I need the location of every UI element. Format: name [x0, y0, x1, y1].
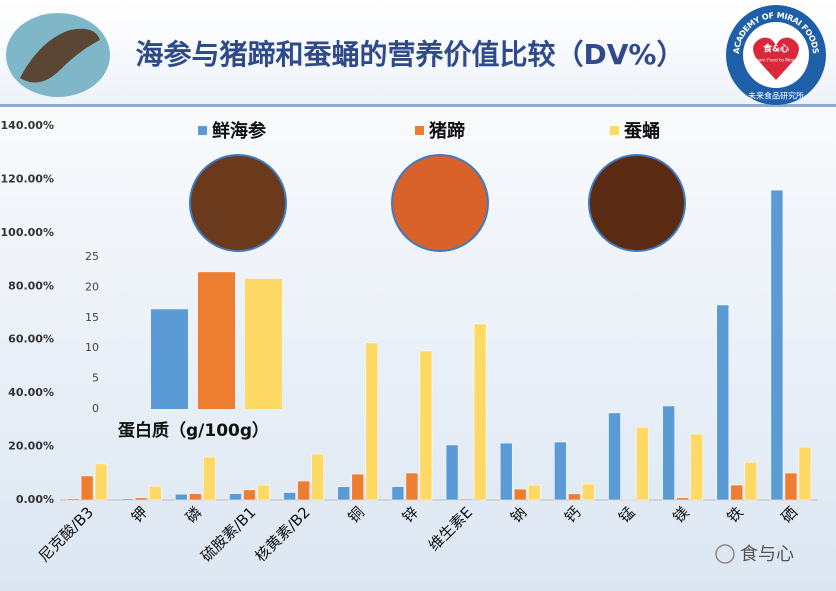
bar [120, 498, 134, 501]
y-tick-label: 120.00% [1, 172, 54, 185]
bar [798, 446, 812, 501]
bar [459, 498, 473, 501]
bar [730, 484, 744, 501]
inset-bar [151, 309, 188, 409]
inset-bar [198, 272, 235, 409]
bar [405, 472, 419, 501]
inset-y-tick-label: 10 [85, 341, 99, 354]
logo-bottom: 未来食品研究所 [748, 91, 804, 101]
legend-swatch [610, 126, 619, 135]
y-tick-label: 140.00% [1, 119, 54, 132]
inset-y-tick-label: 25 [85, 250, 99, 263]
bar [297, 480, 310, 501]
bar [94, 463, 108, 501]
bar [716, 304, 730, 501]
header [0, 0, 836, 104]
bar [499, 442, 513, 501]
y-tick-label: 20.00% [8, 440, 54, 453]
bar [391, 486, 405, 501]
y-tick-label: 0.00% [16, 493, 54, 506]
logo: 食&心 From Food to Mood ACADEMY OF MIRAI F… [726, 5, 826, 105]
bar [568, 493, 581, 501]
bar [365, 342, 379, 501]
inset-title: 蛋白质（g/100g） [118, 420, 269, 441]
bar [351, 473, 365, 501]
bar [744, 461, 758, 501]
bar [473, 323, 487, 501]
bar [513, 488, 527, 501]
sea-cucumber [20, 28, 100, 83]
bar [676, 497, 689, 501]
bar [622, 498, 635, 501]
logo-center-text: 食&心 [762, 43, 789, 55]
bar [608, 412, 621, 501]
legend-swatch [198, 126, 207, 135]
bar [175, 493, 188, 501]
bar [283, 492, 296, 501]
bar [337, 486, 351, 501]
inset-y-tick-label: 20 [85, 280, 99, 293]
legend-label: 猪蹄 [428, 120, 465, 142]
watermark-icon [715, 544, 735, 564]
inset-y-tick-label: 0 [92, 402, 99, 415]
bar [445, 444, 459, 501]
inset-bar [245, 278, 282, 409]
bar [229, 493, 242, 501]
photo-sea-cucumber [189, 154, 287, 252]
legend-label: 蚕蛹 [623, 121, 660, 142]
watermark-text: 食与心 [740, 544, 794, 565]
legend-label: 鲜海参 [212, 120, 267, 142]
y-tick-label: 40.00% [8, 386, 54, 399]
watermark: 食与心 [715, 544, 794, 565]
food-photos [189, 154, 686, 252]
inset-y-tick-label: 15 [85, 311, 99, 324]
bar [203, 456, 216, 501]
bar [311, 453, 324, 501]
inset-y-tick-label: 5 [92, 372, 99, 385]
y-tick-label: 60.00% [8, 333, 54, 346]
bar [419, 350, 433, 501]
bar [257, 484, 270, 501]
bar [662, 405, 675, 501]
logo-motto: From Food to Mood [755, 58, 798, 64]
bar [770, 189, 784, 501]
bar [80, 475, 94, 501]
legend-swatch [415, 126, 424, 135]
bar [148, 485, 162, 501]
bar [554, 441, 567, 501]
header-rule [0, 104, 836, 107]
y-tick-label: 80.00% [8, 279, 54, 292]
bar [636, 426, 649, 501]
bar [582, 483, 595, 501]
bar [189, 493, 202, 501]
bar [66, 498, 80, 501]
bar [134, 497, 148, 501]
bar [527, 484, 541, 501]
bar [690, 433, 703, 501]
logo-heart [753, 37, 799, 80]
photo-silkworm [588, 154, 686, 252]
chart-title: 海参与猪蹄和蚕蛹的营养价值比较（DV%） [136, 38, 685, 71]
bar [243, 489, 256, 501]
photo-trotter [391, 154, 489, 252]
bar [784, 472, 798, 501]
y-tick-label: 100.00% [1, 226, 54, 239]
